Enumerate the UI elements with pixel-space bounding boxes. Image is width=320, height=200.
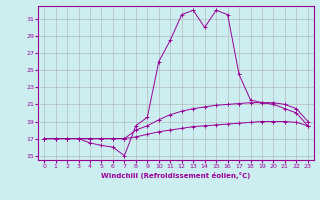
X-axis label: Windchill (Refroidissement éolien,°C): Windchill (Refroidissement éolien,°C) bbox=[101, 172, 251, 179]
